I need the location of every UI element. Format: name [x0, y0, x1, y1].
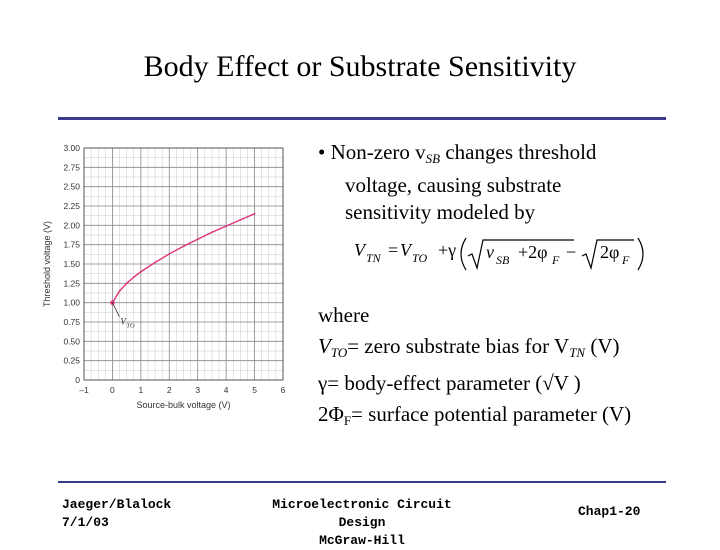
bottom-divider — [58, 481, 666, 483]
y-tick-label: 0.75 — [63, 317, 80, 327]
data-point — [225, 225, 228, 228]
x-tick-label: 3 — [195, 385, 200, 395]
x-tick-label: 2 — [167, 385, 172, 395]
formula-right-paren — [637, 237, 644, 271]
annotation-leader — [112, 302, 120, 317]
footer-chapter: Chap1-20 — [578, 504, 641, 519]
annotation-vto: V — [120, 317, 127, 327]
y-tick-label: 1.50 — [63, 259, 80, 269]
formula-vsb-sub: SB — [496, 253, 510, 267]
x-tick-label: 1 — [138, 385, 143, 395]
data-point — [132, 276, 135, 279]
formula-vto: V — [400, 240, 413, 260]
y-tick-label: 0.50 — [63, 336, 80, 346]
bullet-line-3: sensitivity modeled by — [345, 200, 536, 224]
x-tick-label: 6 — [281, 385, 286, 395]
y-tick-label: 1.00 — [63, 298, 80, 308]
formula-minus: − — [566, 242, 576, 262]
annotation-vto-sub: TO — [126, 323, 134, 330]
y-tick-label: 2.75 — [63, 162, 80, 172]
top-divider — [58, 117, 666, 120]
formula-phi-sub: F — [551, 253, 560, 267]
formula-vto-sub: TO — [412, 251, 427, 265]
formula-2phi2: 2φ — [600, 242, 619, 262]
data-point — [139, 270, 142, 273]
data-point — [182, 245, 185, 248]
y-tick-label: 0.25 — [63, 356, 80, 366]
formula-gamma: +γ — [438, 240, 456, 260]
threshold-voltage-chart: –1 0 1 2 3 4 5 600.250.500.751.001.251.501.752.… — [42, 143, 286, 410]
formula-vsb: v — [486, 242, 494, 262]
formula-2phi: +2φ — [518, 242, 548, 262]
y-tick-label: 2.00 — [63, 220, 80, 230]
def-vto: VTO= zero substrate bias for VTN (V) — [318, 334, 620, 360]
data-point — [211, 231, 213, 234]
data-point — [154, 261, 156, 264]
y-tick-label: 0 — [75, 375, 80, 385]
formula-vtn-sub: TN — [366, 251, 382, 265]
x-tick-label: 4 — [224, 385, 229, 395]
data-point — [239, 219, 242, 221]
def-where: where — [318, 303, 370, 327]
y-tick-label: 1.75 — [63, 240, 80, 250]
footer-author: Jaeger/Blalock 7/1/03 — [62, 497, 172, 530]
y-tick-label: 3.00 — [63, 143, 80, 153]
threshold-formula: V TN = V TO +γ v SB +2φ F − 2φ F — [354, 237, 644, 271]
def-gamma: γ= body-effect parameter (√V ) — [318, 371, 581, 395]
y-tick-label: 2.25 — [63, 201, 80, 211]
bullet-line-1: • Non-zero vSB changes threshold — [318, 140, 597, 166]
slide-title: Body Effect or Substrate Sensitivity — [143, 50, 577, 83]
formula-eq: = — [388, 240, 398, 260]
y-tick-label: 1.25 — [63, 278, 80, 288]
y-axis-title: Threshold voltage (V) — [42, 221, 52, 307]
formula-sqrt1 — [467, 239, 574, 271]
bullet-line-2: voltage, causing substrate — [345, 173, 562, 197]
bullet-text: • Non-zero vSB changes threshold voltage… — [318, 139, 713, 226]
data-point — [118, 290, 121, 292]
formula-vtn: V — [354, 240, 367, 260]
data-point — [125, 282, 128, 285]
footer-book: Microelectronic Circuit Design McGraw-Hi… — [272, 497, 452, 548]
x-axis-title: Source-bulk voltage (V) — [136, 400, 230, 410]
x-tick-label: 0 — [110, 385, 115, 395]
plot-frame — [83, 147, 284, 381]
x-tick-label: –1 — [79, 385, 89, 395]
y-tick-label: 2.50 — [63, 182, 80, 192]
formula-sqrt2 — [581, 239, 634, 271]
data-point — [196, 238, 199, 241]
definitions: where VTO= zero substrate bias for VTN (… — [318, 300, 718, 436]
x-tick-label: 5 — [252, 385, 257, 395]
data-point — [253, 212, 256, 215]
formula-left-paren — [460, 237, 467, 271]
formula-phi-sub2: F — [621, 253, 630, 267]
def-phi: 2ΦF= surface potential parameter (V) — [318, 402, 632, 428]
data-point — [168, 253, 171, 255]
